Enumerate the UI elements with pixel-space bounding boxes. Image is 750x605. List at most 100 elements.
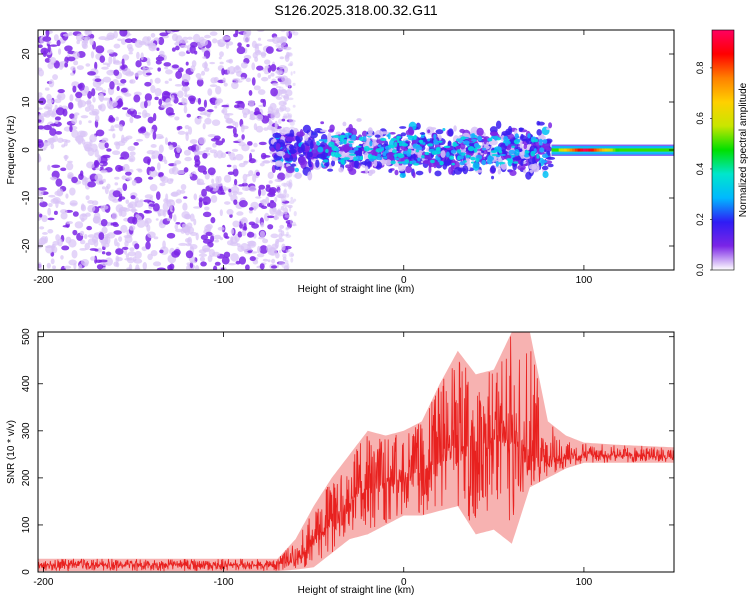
- spectrogram-noise-blob: [199, 256, 206, 262]
- spectrogram-noise-blob: [209, 31, 218, 36]
- spectrogram-noise-blob: [120, 38, 127, 45]
- spectrogram-noise-blob: [283, 182, 288, 188]
- spectrogram-noise-blob: [200, 47, 209, 51]
- spectrogram-band-peak: [450, 149, 457, 154]
- spectrogram-noise-blob: [42, 141, 48, 149]
- spectrogram-band-peak: [355, 145, 362, 148]
- spectrogram-noise-blob: [71, 176, 78, 184]
- spectrogram-noise-blob: [68, 32, 73, 36]
- spectrogram-band-peak: [439, 160, 444, 166]
- spectrogram-noise-blob: [120, 209, 127, 217]
- spectrogram-noise-blob: [134, 243, 140, 250]
- spectrogram-noise-blob: [258, 141, 267, 146]
- spectrogram-noise-blob: [126, 176, 133, 181]
- spectrogram-noise-blob: [165, 193, 169, 203]
- spectrogram-line-peak: [572, 148, 577, 152]
- spectrogram-noise-blob: [269, 102, 277, 111]
- spectrogram-noise-blob: [129, 116, 134, 124]
- spectrogram-band-blob: [400, 132, 407, 137]
- spectrogram-noise-blob: [100, 205, 109, 210]
- figure-title: S126.2025.318.00.32.G11: [274, 2, 437, 18]
- spectrogram-noise-blob: [202, 170, 208, 175]
- spectrogram-noise-blob: [129, 151, 136, 156]
- spectrogram-noise-blob: [232, 220, 240, 228]
- spectrogram-noise-blob: [128, 71, 135, 76]
- spectrogram-noise-blob: [70, 66, 76, 71]
- spectrogram-noise-blob: [246, 231, 255, 238]
- spectrogram-noise-blob: [87, 71, 96, 76]
- spectrogram-band-peak: [318, 138, 326, 142]
- spectrogram-noise-blob: [118, 236, 123, 242]
- spectrogram-image: [38, 30, 674, 270]
- spectrogram-noise-blob: [83, 85, 90, 94]
- spectrogram-noise-blob: [53, 34, 59, 42]
- spectrogram-band-blob: [324, 144, 329, 150]
- spectrogram-noise-blob: [145, 72, 152, 76]
- spectrogram-noise-blob: [121, 134, 125, 143]
- spectrogram-band-blob: [364, 165, 369, 175]
- spectrogram-band-blob: [348, 124, 353, 133]
- spectrogram-noise-blob: [158, 144, 164, 154]
- spectrogram-noise-blob: [209, 149, 218, 154]
- spectrogram-noise-blob: [289, 206, 292, 212]
- spectrogram-band-blob: [428, 165, 432, 174]
- spectrogram-band-peak: [349, 153, 356, 156]
- spectrogram-noise-blob: [233, 133, 239, 138]
- spectrogram-band-blob: [389, 131, 396, 135]
- spectrogram-noise-blob: [57, 48, 62, 55]
- spectrogram-noise-blob: [175, 70, 183, 79]
- spectrogram-noise-blob: [38, 97, 47, 105]
- spectrogram-noise-blob: [241, 108, 251, 116]
- spectrogram-band-peak: [395, 135, 402, 139]
- spectrogram-noise-blob: [134, 250, 142, 259]
- spectrogram-noise-blob: [102, 76, 112, 83]
- spectrogram-noise-blob: [54, 116, 62, 121]
- spectrogram-noise-blob: [104, 235, 109, 245]
- spectrogram-noise-blob: [167, 264, 173, 270]
- spectrogram-noise-blob: [228, 188, 232, 193]
- spectrogram-noise-blob: [282, 256, 287, 261]
- spectrogram-noise-blob: [47, 137, 56, 143]
- spectrogram-noise-blob: [91, 88, 96, 97]
- spectrogram-band-peak: [471, 138, 478, 142]
- spectrogram-noise-blob: [202, 152, 208, 159]
- spectrogram-noise-blob: [164, 80, 169, 84]
- spectrogram-noise-blob: [57, 89, 65, 94]
- spectrogram-band-blob: [288, 144, 295, 150]
- spectrogram-band-blob: [512, 156, 522, 161]
- spectrogram-noise-blob: [242, 173, 248, 181]
- spectrogram-noise-blob: [119, 30, 128, 37]
- spectrogram-noise-blob: [241, 134, 245, 140]
- spectrogram-noise-blob: [181, 223, 188, 229]
- spectrogram-noise-blob: [232, 164, 238, 170]
- spectrogram-noise-blob: [218, 56, 222, 60]
- spectrogram-noise-blob: [106, 183, 111, 189]
- spectrogram-noise-blob: [285, 249, 291, 253]
- spectrogram-band-blob: [547, 163, 554, 168]
- spectrogram-noise-blob: [69, 200, 78, 207]
- spectrogram-band-blob: [320, 121, 325, 125]
- spectrogram-noise-blob: [261, 160, 271, 164]
- spectrogram-noise-blob: [235, 65, 240, 71]
- spectrogram-noise-blob: [96, 264, 104, 270]
- spectrogram-noise-blob: [249, 185, 257, 192]
- spectrogram-noise-blob: [249, 110, 255, 118]
- spectrogram-band-peak: [418, 139, 424, 143]
- spectrogram-noise-blob: [98, 141, 107, 150]
- spectrogram-noise-blob: [43, 124, 52, 131]
- spectrogram-band-blob: [306, 151, 310, 161]
- spectrogram-noise-blob: [95, 45, 105, 54]
- spectrogram-noise-blob: [128, 155, 136, 163]
- spectrogram-band-blob: [447, 128, 454, 137]
- spectrogram-noise-blob: [232, 126, 237, 136]
- spectrogram-band-blob: [274, 120, 278, 130]
- snr-x-tick-label: -200: [33, 577, 53, 588]
- spectrogram-noise-blob: [293, 198, 297, 202]
- spectrogram-noise-blob: [210, 137, 220, 142]
- spectrogram-band-peak: [380, 137, 387, 141]
- spectrogram-band-blob: [327, 132, 332, 142]
- spectrogram-noise-blob: [250, 149, 256, 153]
- spectrogram-band-blob: [548, 122, 553, 129]
- spectrogram-band-peak: [420, 136, 425, 139]
